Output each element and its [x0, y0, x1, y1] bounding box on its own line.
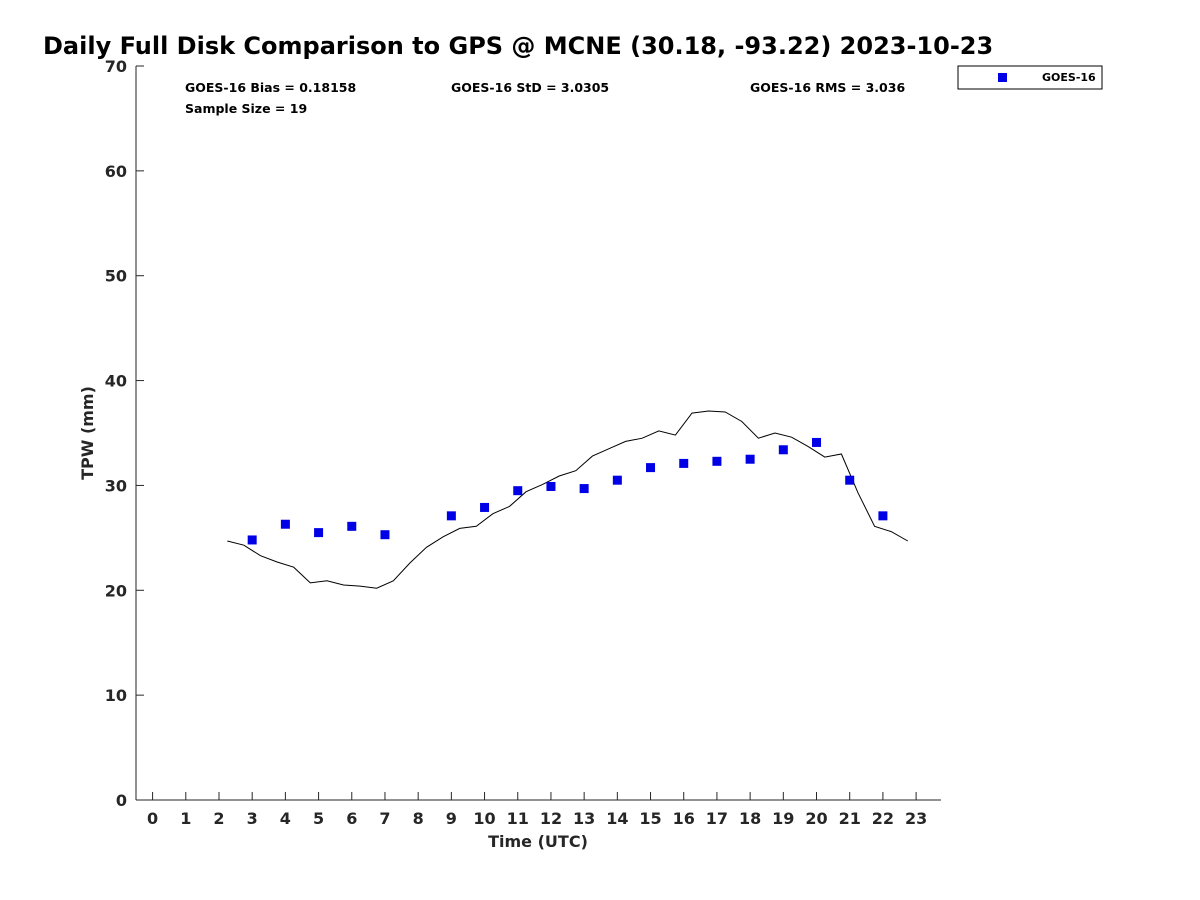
goes-data-point [679, 458, 689, 468]
goes-data-point [314, 528, 324, 538]
stat-std: GOES-16 StD = 3.0305 [451, 80, 609, 95]
y-tick-label: 10 [105, 686, 127, 705]
goes-data-point [712, 456, 722, 466]
goes-data-point [745, 454, 755, 464]
stat-sample-size: Sample Size = 19 [185, 101, 307, 116]
x-tick-label: 10 [473, 809, 495, 828]
x-tick-label: 22 [872, 809, 894, 828]
x-tick-label: 21 [839, 809, 861, 828]
legend: GOES-16 [957, 65, 1103, 90]
x-tick-label: 16 [673, 809, 695, 828]
stat-bias: GOES-16 Bias = 0.18158 [185, 80, 356, 95]
goes-data-point [579, 484, 589, 494]
y-tick-label: 50 [105, 267, 127, 286]
x-tick-label: 6 [346, 809, 357, 828]
x-tick-label: 18 [739, 809, 761, 828]
x-tick-label: 8 [413, 809, 424, 828]
x-tick-label: 14 [606, 809, 628, 828]
y-tick-label: 70 [105, 57, 127, 76]
legend-box [957, 65, 1103, 90]
y-tick-label: 30 [105, 476, 127, 495]
goes-data-point [247, 535, 257, 545]
goes-data-point [347, 521, 357, 531]
y-tick-label: 40 [105, 372, 127, 391]
x-tick-label: 1 [180, 809, 191, 828]
x-tick-label: 15 [639, 809, 661, 828]
goes-data-point [546, 481, 556, 491]
x-tick-label: 0 [147, 809, 158, 828]
x-tick-label: 4 [280, 809, 291, 828]
y-axis-label: TPW (mm) [78, 386, 97, 480]
goes-data-point [812, 437, 822, 447]
x-axis-label: Time (UTC) [488, 832, 588, 851]
x-tick-label: 17 [706, 809, 728, 828]
x-tick-label: 5 [313, 809, 324, 828]
x-tick-label: 12 [540, 809, 562, 828]
goes-data-point [878, 511, 888, 521]
x-tick-label: 3 [247, 809, 258, 828]
x-tick-label: 7 [379, 809, 390, 828]
goes-data-point [280, 519, 290, 529]
x-tick-label: 20 [805, 809, 827, 828]
goes-series [247, 437, 888, 545]
goes-data-point [612, 475, 622, 485]
goes-data-point [380, 530, 390, 540]
goes-data-point [778, 445, 788, 455]
gps-series [227, 410, 909, 589]
goes-data-point [513, 486, 523, 496]
y-tick-label: 20 [105, 581, 127, 600]
legend-label: GOES-16 [1042, 71, 1096, 84]
goes-data-point [446, 511, 456, 521]
y-ticks: 0 10 20 30 40 50 60 70 [105, 57, 144, 810]
x-tick-label: 23 [905, 809, 927, 828]
goes-data-point [646, 463, 656, 473]
chart-title: Daily Full Disk Comparison to GPS @ MCNE… [43, 32, 993, 60]
x-tick-label: 13 [573, 809, 595, 828]
goes-data-point [845, 475, 855, 485]
legend-marker [998, 73, 1007, 82]
x-tick-label: 2 [213, 809, 224, 828]
stat-rms: GOES-16 RMS = 3.036 [750, 80, 905, 95]
x-tick-label: 19 [772, 809, 794, 828]
y-tick-label: 0 [116, 791, 127, 810]
y-tick-label: 60 [105, 162, 127, 181]
x-ticks: 0 1 2 3 4 5 6 7 8 9 10 11 12 13 14 15 16 17 18 19 20 21 22 23 [147, 792, 927, 828]
goes-data-point [480, 502, 490, 512]
gps-tpw-line [227, 410, 909, 589]
x-tick-label: 11 [507, 809, 529, 828]
x-tick-label: 9 [446, 809, 457, 828]
